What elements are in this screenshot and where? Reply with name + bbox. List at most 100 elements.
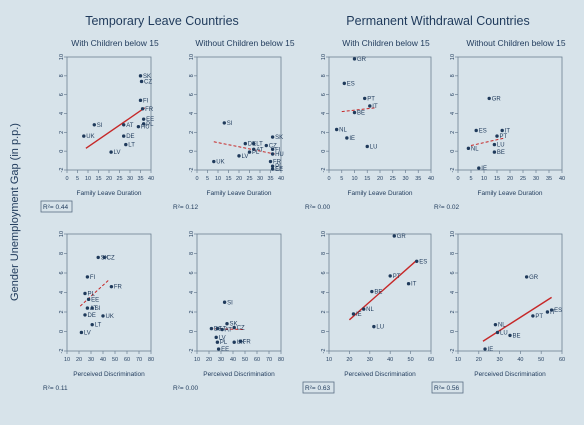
data-point-lu (372, 324, 376, 329)
point-label-lt: LT (95, 323, 102, 329)
point-label-es: ES (479, 128, 487, 134)
data-point-nl (493, 322, 498, 327)
x-tick-label: 30 (533, 176, 539, 182)
data-point-lt (215, 326, 220, 331)
data-point-si (92, 123, 97, 127)
data-point-lt (124, 142, 128, 147)
point-label-pt: PT (367, 96, 375, 102)
data-point-nl (361, 307, 366, 311)
x-axis-label: Family Leave Duration (347, 190, 412, 197)
x-tick-label: 20 (507, 176, 513, 182)
x-tick-label: 5 (76, 176, 79, 182)
x-tick-label: 40 (387, 357, 393, 363)
y-tick-label: 4 (450, 291, 456, 294)
data-point-at (220, 327, 224, 332)
data-point-lt (90, 322, 94, 327)
point-label-hu: HU (141, 125, 150, 131)
x-tick-label: 50 (242, 357, 248, 363)
x-tick-label: 5 (469, 176, 472, 182)
data-point-fr (140, 107, 145, 111)
point-label-uk: UK (106, 314, 114, 320)
point-label-gr: GR (397, 234, 407, 240)
x-tick-label: 5 (206, 176, 209, 182)
y-tick-label: 6 (59, 93, 65, 96)
x-tick-label: 20 (346, 357, 352, 363)
y-tick-label: 6 (59, 271, 65, 274)
point-label-it: IT (550, 310, 556, 316)
point-label-lu: LU (370, 144, 378, 150)
data-point-fi (85, 275, 90, 279)
r2-label: R²= 0.44 (43, 204, 68, 211)
point-label-cz: CZ (237, 326, 245, 332)
y-tick-label: 8 (321, 74, 327, 77)
point-label-gr: GR (357, 57, 367, 63)
y-tick-label: 10 (321, 54, 327, 60)
y-tick-label: 6 (321, 93, 327, 96)
data-point-it (545, 310, 550, 314)
x-tick-label: 35 (137, 176, 143, 182)
data-point-sk (96, 255, 100, 260)
x-tick-label: 30 (218, 357, 224, 363)
fit-line (470, 137, 505, 147)
point-label-fr: FR (273, 160, 282, 166)
x-axis-label: Perceived Discrimination (344, 371, 416, 378)
point-label-fi: FI (143, 98, 149, 104)
x-axis-label: Family Leave Duration (477, 190, 542, 197)
x-tick-label: 0 (327, 176, 330, 182)
x-tick-label: 30 (127, 176, 133, 182)
data-point-cz (264, 143, 268, 148)
group-title-temporary: Temporary Leave Countries (85, 14, 239, 28)
x-tick-label: 60 (124, 357, 130, 363)
panel-title: With Children below 15 (71, 38, 159, 48)
data-point-ee (270, 167, 275, 171)
x-axis-label: Family Leave Duration (76, 190, 141, 197)
point-label-fr: FR (243, 339, 252, 345)
point-label-lv: LV (84, 330, 91, 336)
data-point-ee (216, 347, 221, 351)
y-tick-label: 0 (189, 330, 195, 333)
point-label-lu: LU (497, 143, 505, 149)
y-tick-label: 10 (59, 231, 65, 237)
x-tick-label: 80 (148, 357, 154, 363)
point-label-nl: NL (471, 146, 479, 152)
point-label-si: SI (227, 121, 233, 127)
data-point-uk (212, 159, 216, 164)
x-tick-label: 10 (326, 357, 332, 363)
x-tick-label: 40 (148, 176, 154, 182)
x-tick-label: 40 (278, 176, 284, 182)
point-label-pt: PT (393, 274, 401, 280)
x-tick-label: 0 (65, 176, 68, 182)
data-point-sk (270, 135, 275, 139)
x-tick-label: 35 (415, 176, 421, 182)
data-point-be (508, 333, 512, 338)
y-tick-label: 4 (189, 112, 195, 115)
point-label-lu: LU (500, 330, 508, 336)
data-point-fr (268, 159, 273, 164)
data-point-pt (495, 134, 499, 138)
data-point-pt (388, 274, 392, 278)
point-label-it: IT (372, 104, 378, 110)
panel-6: -2 0 2 4 6 8 10 10 20 30 40 50 60 70 80 Perceived Discr… (173, 231, 284, 392)
y-tick-label: 6 (189, 271, 195, 274)
point-label-cz: CZ (269, 144, 277, 150)
x-tick-label: 20 (476, 357, 482, 363)
x-tick-label: 50 (112, 357, 118, 363)
data-point-lv (214, 335, 218, 340)
y-tick-label: -2 (321, 168, 327, 173)
point-label-lu: LU (376, 325, 384, 331)
x-tick-label: 20 (236, 176, 242, 182)
data-point-pl (270, 164, 275, 168)
panel-8: -2 0 2 4 6 8 10 10 20 30 40 50 60 Perceived Discrimin… (431, 231, 565, 394)
data-point-es (474, 128, 478, 133)
fit-line (482, 296, 552, 342)
x-tick-label: 35 (546, 176, 552, 182)
y-tick-label: -2 (59, 349, 65, 354)
data-point-pt (363, 96, 367, 101)
data-point-de (122, 134, 126, 138)
y-tick-label: 2 (189, 310, 195, 313)
y-tick-label: 0 (59, 330, 65, 333)
data-point-it (500, 128, 504, 133)
point-label-pl: PL (252, 150, 260, 156)
